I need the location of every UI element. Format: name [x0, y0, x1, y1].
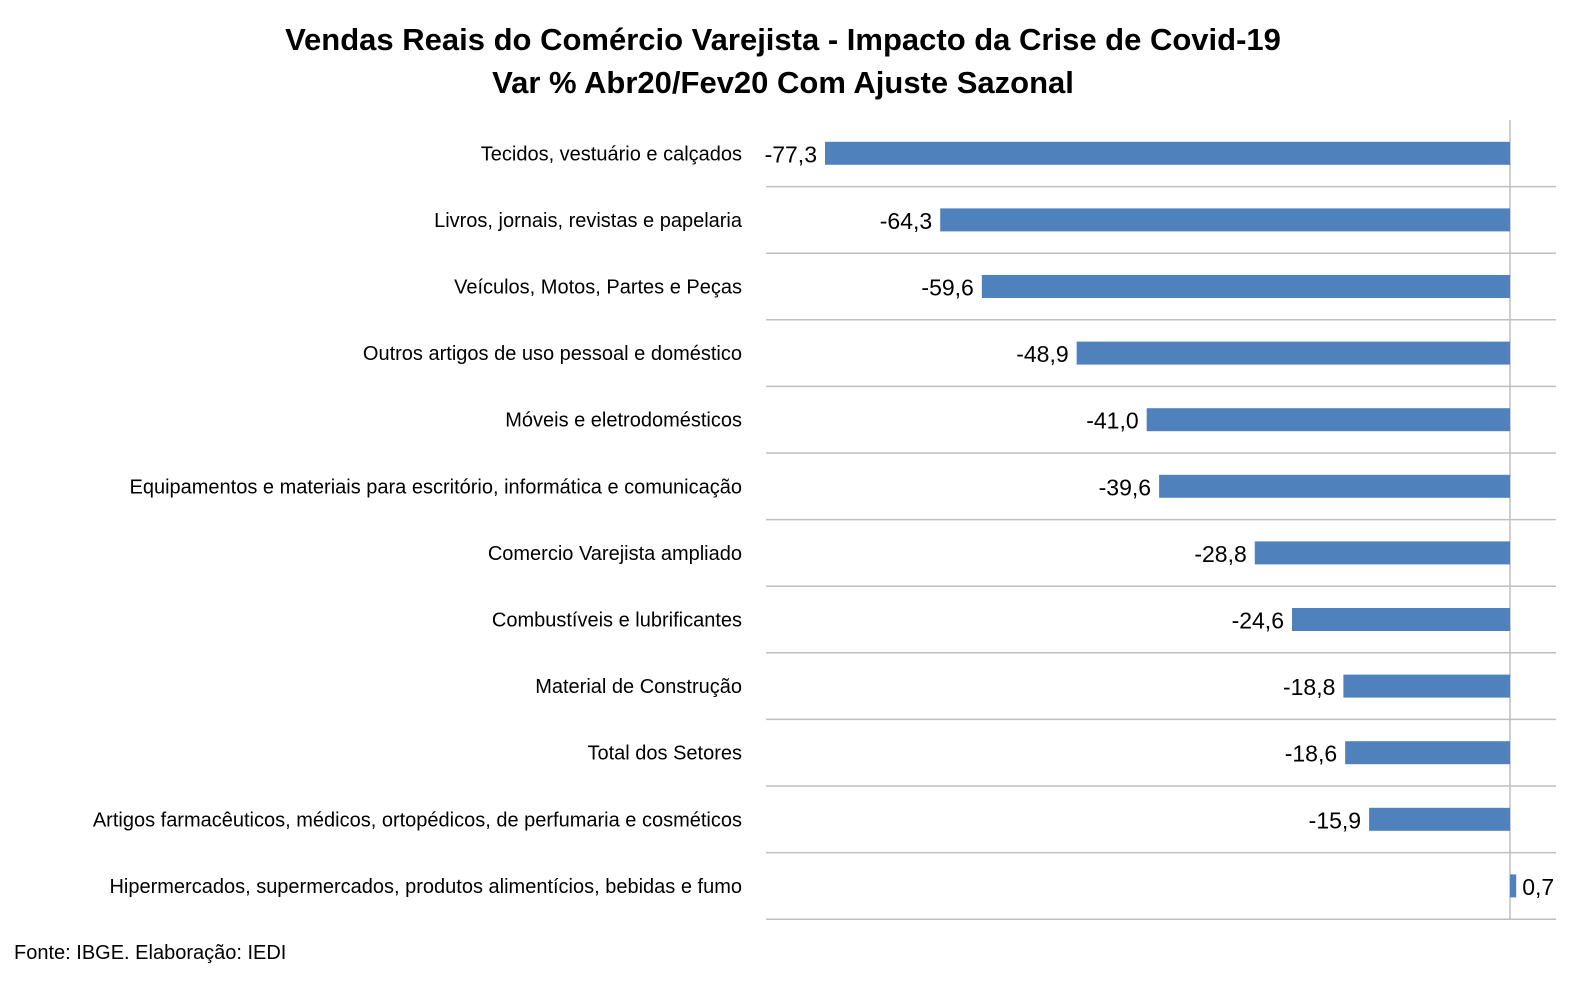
bar: [1254, 541, 1510, 565]
chart-title: Vendas Reais do Comércio Varejista - Imp…: [285, 22, 1281, 57]
category-label: Hipermercados, supermercados, produtos a…: [109, 876, 742, 898]
category-label: Livros, jornais, revistas e papelaria: [434, 210, 743, 232]
data-label: 0,7: [1522, 874, 1554, 900]
data-label: -64,3: [880, 208, 932, 234]
bar: [1510, 874, 1517, 898]
data-label: -77,3: [765, 141, 817, 167]
bar: [1159, 474, 1510, 498]
category-label: Móveis e eletrodomésticos: [505, 410, 742, 432]
data-label: -18,6: [1285, 741, 1337, 767]
bar: [1076, 341, 1510, 365]
category-label: Material de Construção: [535, 676, 742, 698]
data-label: -15,9: [1309, 807, 1361, 833]
bar: [1369, 807, 1510, 831]
data-label: -39,6: [1099, 474, 1151, 500]
bar: [981, 275, 1510, 298]
data-label: -24,6: [1232, 608, 1284, 634]
data-label: -59,6: [921, 275, 973, 301]
data-label: -18,8: [1283, 674, 1335, 700]
category-label: Equipamentos e materiais para escritório…: [129, 476, 742, 498]
source-note: Fonte: IBGE. Elaboração: IEDI: [14, 942, 287, 964]
bar: [1292, 608, 1510, 631]
bar: [1343, 674, 1510, 698]
bar: [940, 208, 1510, 232]
bar: [1345, 741, 1510, 765]
category-label: Combustíveis e lubrificantes: [492, 610, 742, 632]
category-label: Veículos, Motos, Partes e Peças: [454, 277, 742, 299]
bar: [825, 141, 1510, 165]
chart-title-block: Vendas Reais do Comércio Varejista - Imp…: [0, 18, 1566, 104]
bar: [1146, 408, 1510, 432]
data-label: -28,8: [1194, 541, 1246, 567]
data-label: -48,9: [1016, 341, 1068, 367]
category-label: Total dos Setores: [587, 743, 742, 765]
data-label: -41,0: [1086, 408, 1138, 434]
chart-subtitle: Var % Abr20/Fev20 Com Ajuste Sazonal: [492, 65, 1074, 100]
category-label: Outros artigos de uso pessoal e doméstic…: [363, 343, 742, 365]
category-label: Tecidos, vestuário e calçados: [481, 143, 742, 165]
category-label: Comercio Varejista ampliado: [488, 543, 742, 565]
category-label: Artigos farmacêuticos, médicos, ortopédi…: [93, 809, 742, 831]
